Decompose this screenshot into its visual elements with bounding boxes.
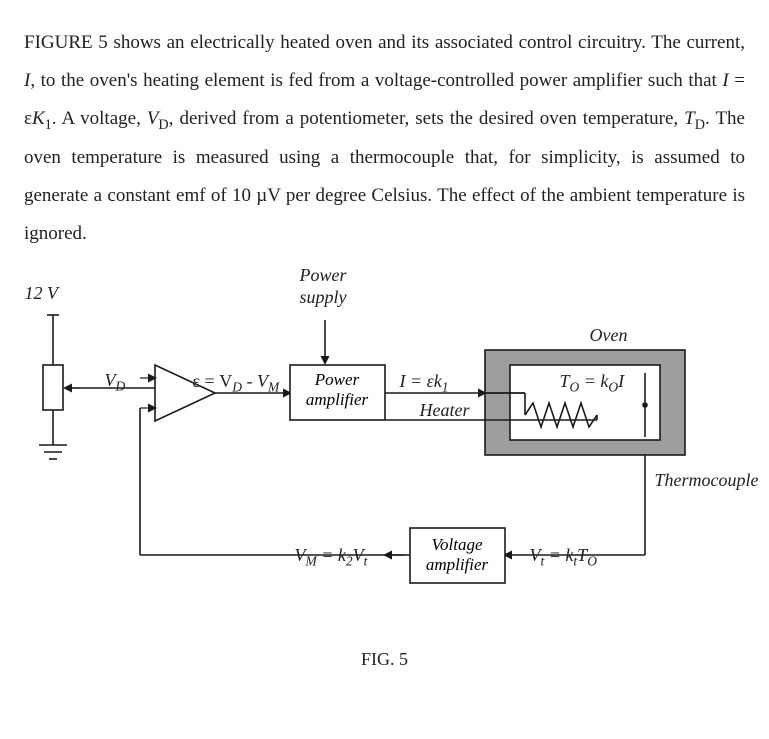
eq-vt: Vt = ktTO	[530, 545, 597, 570]
circuit-diagram: Power amplifier Voltage amplifier	[25, 265, 745, 625]
label-heater: Heater	[420, 400, 470, 421]
eq-epsilon: ε = VD - VM	[193, 371, 280, 396]
volt-amp-text-2: amplifier	[425, 555, 488, 574]
label-power-supply-1: Power	[300, 265, 347, 286]
eq-to: TO = kOI	[560, 371, 625, 396]
label-power-supply-2: supply	[300, 287, 347, 308]
label-12v: 12 V	[25, 283, 59, 304]
label-vd: VD	[105, 370, 126, 395]
label-thermocouple: Thermocouple	[655, 470, 759, 491]
eq-i: I = εk1	[400, 371, 449, 396]
potentiometer-icon	[43, 365, 63, 410]
intro-paragraph: FIGURE 5 shows an electrically heated ov…	[24, 24, 745, 253]
power-amp-text-2: amplifier	[305, 390, 368, 409]
figure-caption: FIG. 5	[24, 649, 745, 670]
figure-5: 12 V Power supply Oven Thermocouple VD ε…	[25, 265, 745, 645]
eq-vm: VM = k2Vt	[295, 545, 368, 570]
power-amp-text-1: Power	[313, 370, 359, 389]
label-oven: Oven	[590, 325, 628, 346]
volt-amp-text-1: Voltage	[431, 535, 482, 554]
